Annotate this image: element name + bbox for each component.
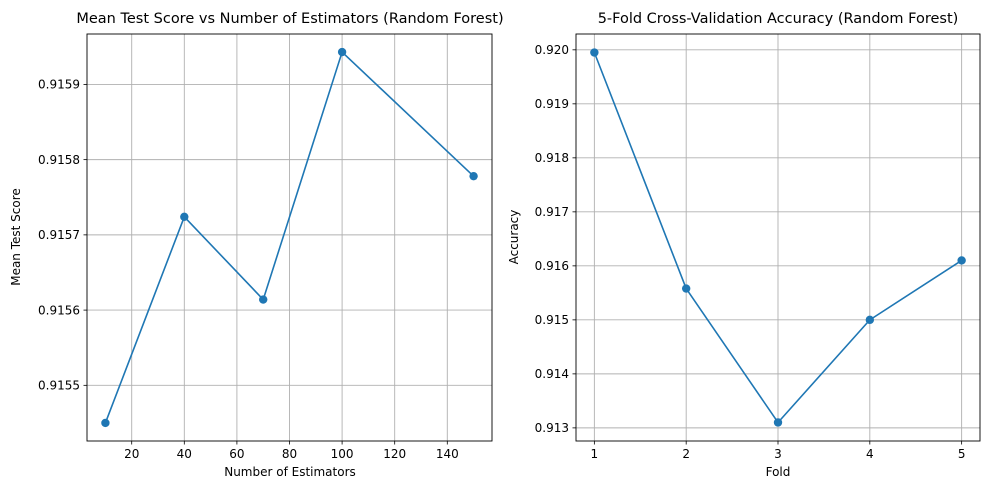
chart-1-xtick-label: 140 <box>436 447 459 461</box>
chart-2-ytick-label: 0.918 <box>535 151 569 165</box>
chart-1-grid <box>87 34 492 441</box>
chart-1-xtick-label: 40 <box>177 447 192 461</box>
chart-1-ytick-label: 0.9157 <box>38 228 80 242</box>
chart-1-ytick-label: 0.9156 <box>38 303 80 317</box>
chart-2-title: 5-Fold Cross-Validation Accuracy (Random… <box>598 11 959 27</box>
chart-2-ytick-label: 0.920 <box>535 43 569 57</box>
chart-1-data-point <box>259 295 268 304</box>
chart-2-ytick-label: 0.919 <box>535 97 569 111</box>
chart-1-ytick-label: 0.9159 <box>38 78 80 92</box>
chart-1-data-point <box>180 212 189 222</box>
chart-2-xtick-label: 5 <box>958 447 966 461</box>
chart-2-data-point <box>957 256 966 265</box>
chart-2-data-point <box>590 48 599 57</box>
chart-1-xticks: 20 40 60 80 100 120 140 <box>124 441 459 461</box>
chart-1-xtick-label: 100 <box>331 447 354 461</box>
chart-1-ytick-label: 0.9158 <box>38 153 80 167</box>
chart-2-xticks: 1 2 3 4 5 <box>591 441 966 461</box>
chart-2-yticks: 0.913 0.914 0.915 0.916 0.917 0.918 0.919 0.920 <box>535 43 576 435</box>
chart-1-xtick-label: 80 <box>282 447 297 461</box>
chart-2-grid <box>576 34 980 441</box>
chart-1-data-point <box>337 47 347 57</box>
chart-2-xtick-label: 1 <box>591 447 599 461</box>
chart-2-ytick-label: 0.913 <box>535 421 569 435</box>
chart-1: Mean Test Score vs Number of Estimators … <box>9 11 504 479</box>
chart-1-xtick-label: 60 <box>229 447 244 461</box>
chart-1-xlabel: Number of Estimators <box>224 465 356 479</box>
chart-2-xtick-label: 3 <box>774 447 782 461</box>
chart-1-data-point <box>101 418 110 428</box>
chart-1-data-point <box>469 171 478 181</box>
chart-1-ylabel: Mean Test Score <box>9 188 23 286</box>
chart-1-title: Mean Test Score vs Number of Estimators … <box>76 11 503 27</box>
chart-2-data-point <box>773 418 783 427</box>
chart-2-ytick-label: 0.916 <box>535 259 569 273</box>
chart-1-marker-layer <box>101 47 478 428</box>
chart-2-xlabel: Fold <box>766 465 791 479</box>
chart-2-ytick-label: 0.915 <box>535 313 569 327</box>
chart-1-xtick-label: 120 <box>383 447 406 461</box>
chart-2-ytick-label: 0.914 <box>535 367 569 381</box>
chart-2-ylabel: Accuracy <box>507 210 521 265</box>
chart-2-marker-layer <box>590 48 966 427</box>
chart-1-xtick-label: 20 <box>124 447 139 461</box>
chart-1-ytick-label: 0.9155 <box>38 379 80 393</box>
chart-1-yticks: 0.9155 0.9156 0.9157 0.9158 0.9159 <box>38 78 87 393</box>
chart-2: 5-Fold Cross-Validation Accuracy (Random… <box>507 11 981 479</box>
chart-2-ytick-label: 0.917 <box>535 205 569 219</box>
chart-2-xtick-label: 2 <box>682 447 690 461</box>
chart-2-xtick-label: 4 <box>866 447 874 461</box>
chart-2-data-point <box>681 284 691 293</box>
chart-2-data-point <box>865 315 875 325</box>
